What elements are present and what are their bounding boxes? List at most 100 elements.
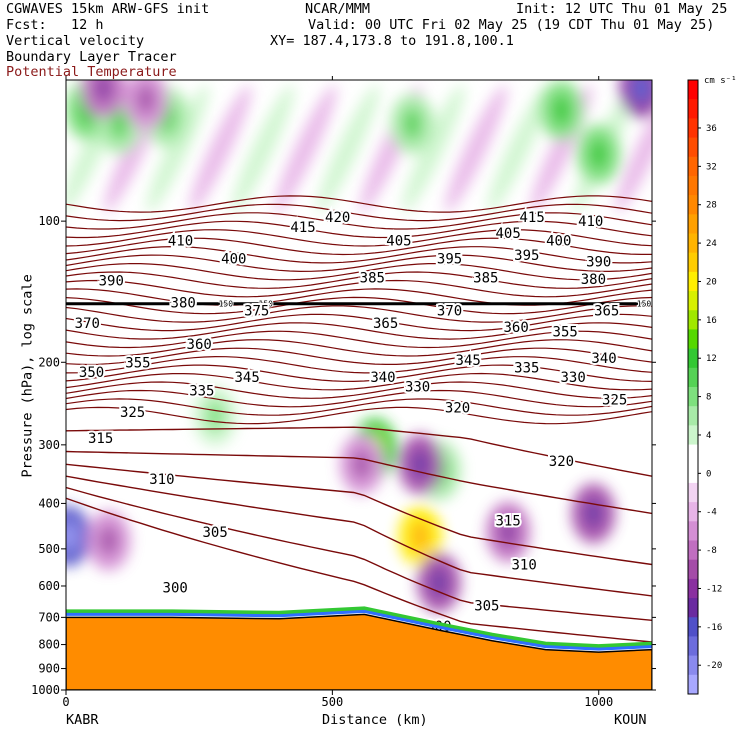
theta-contour xyxy=(66,330,652,349)
valid-time: Valid: 00 UTC Fri 02 May 25 (19 CDT Thu … xyxy=(308,17,715,33)
colorbar-swatch xyxy=(688,540,698,561)
terrain xyxy=(66,606,652,690)
colorbar-tick-label: 12 xyxy=(706,354,717,364)
colorbar-swatch xyxy=(688,271,698,292)
theta-label: 370 xyxy=(75,316,100,332)
colorbar-tick-label: 32 xyxy=(706,162,717,172)
theta-label: 320 xyxy=(445,401,470,417)
theta-label: 330 xyxy=(561,370,586,386)
theta-label: 360 xyxy=(504,320,529,336)
theta-contour xyxy=(66,305,652,323)
theta-contour xyxy=(66,381,652,399)
updraft-core xyxy=(109,107,130,140)
y-tick-label: 900 xyxy=(38,662,60,676)
colorbar-swatch xyxy=(688,233,698,254)
theta-contour xyxy=(66,339,652,357)
theta-contour xyxy=(66,203,652,222)
right-endpoint-label: KOUN xyxy=(614,712,647,728)
colorbar-swatch xyxy=(688,195,698,215)
x-axis-label: Distance (km) xyxy=(322,712,428,728)
theta-label: 360 xyxy=(187,337,212,353)
updraft-streak xyxy=(487,84,550,213)
downdraft-core xyxy=(93,80,114,103)
colorbar-swatch xyxy=(688,406,698,426)
y-tick-label: 700 xyxy=(38,610,60,624)
updraft-streak xyxy=(402,84,465,213)
colorbar: 36 32 28 24 20 16 12 8 4 0 -4 -8 -12 -16 -20 xyxy=(687,79,722,695)
model-title: CGWAVES 15km ARW-GFS init xyxy=(6,1,210,17)
downdraft-core xyxy=(135,84,156,115)
colorbar-swatch xyxy=(688,80,698,100)
colorbar-swatch xyxy=(688,118,698,139)
plot-frame xyxy=(65,79,653,691)
updraft-core xyxy=(588,138,609,171)
theta-contour xyxy=(66,372,652,391)
colorbar-tick-label: -12 xyxy=(706,584,722,594)
colorbar-swatch xyxy=(688,137,698,158)
colorbar-tick-label: 0 xyxy=(706,469,711,479)
y-tick-label: 200 xyxy=(38,355,60,369)
theta-label: 405 xyxy=(386,234,411,250)
boundary-layer-band xyxy=(66,606,652,649)
colorbar-swatch xyxy=(688,252,698,273)
theta-label: 395 xyxy=(437,251,462,267)
updraft-streak xyxy=(317,84,380,213)
theta-contour xyxy=(66,426,652,477)
colorbar-tick-label: -20 xyxy=(706,661,722,671)
theta-label: 305 xyxy=(203,525,228,541)
theta-contour xyxy=(66,271,652,289)
colorbar-swatch xyxy=(688,636,698,657)
field-vertical-velocity: Vertical velocity xyxy=(6,33,145,49)
theta-label: 375 xyxy=(244,303,269,319)
colorbar-swatch xyxy=(688,482,698,503)
colorbar-swatch xyxy=(688,175,698,196)
colorbar-swatch xyxy=(688,655,698,676)
theta-label: 365 xyxy=(594,303,619,319)
theta-label: 325 xyxy=(120,405,145,421)
theta-label: 320 xyxy=(549,454,574,470)
colorbar-swatch xyxy=(688,617,698,637)
theta-label: 350 xyxy=(79,365,104,381)
colorbar-swatch xyxy=(688,674,698,695)
theta-label: 340 xyxy=(370,370,395,386)
colorbar-tick-label: 28 xyxy=(706,201,717,211)
theta-label: 315 xyxy=(496,514,521,530)
downdraft-core xyxy=(410,449,431,480)
theta-label: 410 xyxy=(578,214,603,230)
theta-label: 405 xyxy=(496,226,521,242)
colorbar-tick-label: -16 xyxy=(706,623,722,633)
theta-label: 385 xyxy=(473,271,498,287)
theta-contour xyxy=(66,497,652,643)
theta-contour xyxy=(66,313,652,332)
y-tick-label: 400 xyxy=(38,496,60,510)
theta-label: 335 xyxy=(189,384,214,400)
theta-contour xyxy=(66,212,652,230)
downdraft-core xyxy=(98,525,119,556)
theta-label: 390 xyxy=(99,274,124,290)
theta-label: 410 xyxy=(168,234,193,250)
theta-label: 400 xyxy=(546,234,571,250)
theta-contour xyxy=(66,229,652,247)
downdraft-streak xyxy=(615,84,652,213)
theta-label: 365 xyxy=(373,316,398,332)
theta-label: 380 xyxy=(171,295,196,311)
colorbar-swatch xyxy=(688,463,698,484)
theta-label: 355 xyxy=(553,325,578,341)
theta-contour xyxy=(66,254,652,273)
vertical-velocity-field xyxy=(66,80,652,613)
theta-contour xyxy=(66,398,652,416)
colorbar-swatch xyxy=(688,310,698,330)
y-tick-label: 800 xyxy=(38,638,60,652)
colorbar-tick-label: 16 xyxy=(706,316,717,326)
cross-section-endpoints: XY= 187.4,173.8 to 191.8,100.1 xyxy=(270,33,514,49)
theta-label: 420 xyxy=(325,210,350,226)
downdraft-core xyxy=(583,498,604,529)
left-endpoint-label: KABR xyxy=(66,712,99,728)
field-potential-temperature: Potential Temperature xyxy=(6,64,177,80)
colorbar-tick-label: -4 xyxy=(706,508,717,518)
theta-label: 310 xyxy=(511,558,536,574)
colorbar-swatch xyxy=(688,425,698,446)
potential-temperature-contours: 150 150 150 420 415 415 410 410 405 405 400 400 395 3… xyxy=(66,195,652,643)
theta-contour xyxy=(66,364,652,383)
